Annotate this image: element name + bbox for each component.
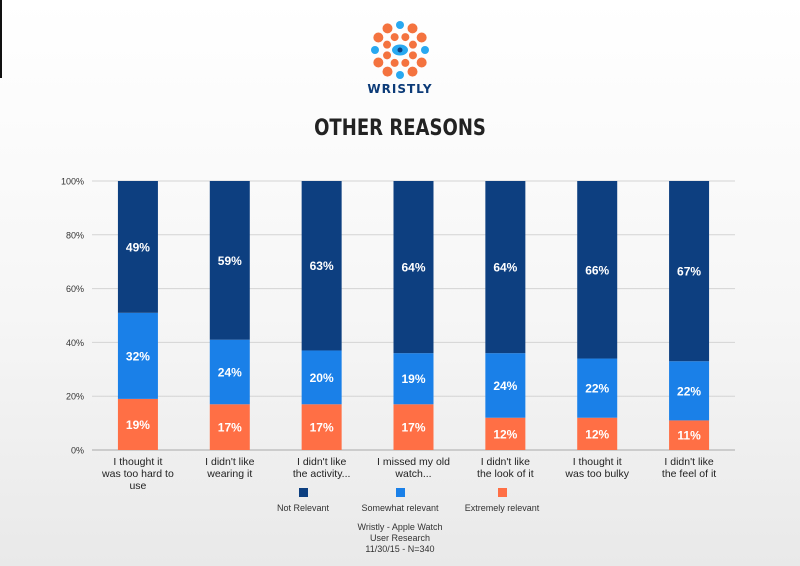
- logo-outer-dot: [421, 46, 429, 54]
- legend-swatch-extremely-relevant: [497, 488, 507, 497]
- data-label: 17%: [218, 421, 242, 435]
- bar-segment: [669, 420, 710, 450]
- logo-inner-dot: [390, 58, 399, 67]
- logo-outer-dot: [416, 32, 427, 43]
- data-label: 19%: [126, 418, 150, 432]
- logo-outer-dot: [382, 66, 393, 77]
- logo-outer-dot: [373, 57, 384, 68]
- bar-segment: [669, 181, 710, 362]
- logo-outer-dot: [396, 21, 404, 29]
- bar-segment: [393, 353, 434, 405]
- brand-name: WRISTLY: [367, 82, 433, 96]
- stacked-bar-chart: 0% 20% 40% 60% 80% 100% 19% 32% 49% I thought it w…: [61, 177, 735, 492]
- logo-outer-dot: [373, 32, 384, 43]
- x-category-label: I didn't like wearing it: [205, 456, 254, 480]
- logo-outer-dot: [416, 57, 427, 68]
- data-label: 64%: [401, 261, 425, 275]
- data-label: 59%: [218, 254, 242, 268]
- footer-line-2: User Research: [369, 533, 431, 543]
- logo-outer-dot: [407, 66, 418, 77]
- logo-inner-dot: [408, 51, 417, 60]
- logo-inner-dot: [408, 40, 417, 49]
- bar-segment: [485, 181, 526, 354]
- bar-segment: [209, 339, 250, 405]
- data-label: 64%: [493, 261, 517, 275]
- footer-line-3: 11/30/15 - N=340: [365, 544, 435, 554]
- data-label: 66%: [585, 263, 609, 277]
- legend-not-relevant: Not Relevant: [258, 488, 348, 513]
- y-tick-label: 40%: [66, 338, 84, 348]
- logo-outer-dot: [407, 23, 418, 34]
- wristly-logo-icon: [371, 21, 429, 79]
- legend-label-extremely-relevant: Extremely relevant: [464, 503, 540, 513]
- x-category-label: I thought it was too bulky: [564, 456, 629, 480]
- x-category-label: I didn't like the look of it: [477, 456, 534, 480]
- data-label: 63%: [310, 259, 334, 273]
- legend-label-not-relevant: Not Relevant: [276, 503, 330, 513]
- legend-somewhat-relevant: Somewhat relevant: [355, 488, 445, 513]
- logo-inner-dot: [383, 51, 392, 60]
- logo-inner-dot: [401, 58, 410, 67]
- logo-outer-dot: [396, 71, 404, 79]
- logo-inner-dot: [390, 33, 399, 42]
- chart-title: OTHER REASONS: [314, 116, 486, 141]
- bar-segment: [485, 417, 526, 450]
- bar-segment: [577, 181, 618, 359]
- bar-segment: [485, 353, 526, 418]
- legend-extremely-relevant: Extremely relevant: [452, 488, 552, 513]
- y-tick-label: 100%: [61, 177, 84, 187]
- x-category-label: I thought it was too hard to use: [101, 456, 174, 492]
- logo-outer-dot: [371, 46, 379, 54]
- x-category-label: I didn't like the feel of it: [662, 456, 716, 480]
- bar-segment: [117, 398, 158, 450]
- y-tick-label: 20%: [66, 392, 84, 402]
- x-category-label: I missed my old watch...: [377, 456, 450, 480]
- bar-segment: [577, 358, 618, 418]
- data-label: 11%: [677, 429, 701, 443]
- data-label: 67%: [677, 265, 701, 279]
- data-label: 19%: [401, 372, 425, 386]
- legend-label-somewhat-relevant: Somewhat relevant: [361, 503, 439, 513]
- bar-segment: [209, 181, 250, 340]
- bar-segment: [669, 361, 710, 421]
- data-label: 24%: [493, 379, 517, 393]
- data-label: 22%: [585, 382, 609, 396]
- bar-segment: [301, 350, 342, 405]
- chart-footer: Wristly - Apple Watch User Research 11/3…: [0, 522, 800, 555]
- y-tick-label: 80%: [66, 230, 84, 240]
- logo-inner-dot: [383, 40, 392, 49]
- data-label: 12%: [493, 427, 517, 441]
- chart-legend: Not Relevant Somewhat relevant Extremely…: [0, 488, 800, 518]
- legend-swatch-somewhat-relevant: [395, 488, 405, 497]
- legend-swatch-not-relevant: [298, 488, 308, 497]
- data-label: 32%: [126, 349, 150, 363]
- bar-segment: [577, 417, 618, 450]
- logo-outer-dot: [382, 23, 393, 34]
- data-label: 12%: [585, 427, 609, 441]
- bar-segment: [393, 181, 434, 354]
- bar-segment: [393, 404, 434, 450]
- footer-line-1: Wristly - Apple Watch: [357, 522, 443, 532]
- bar-segment: [301, 181, 342, 351]
- data-label: 20%: [310, 371, 334, 385]
- bar-segment: [301, 404, 342, 450]
- bar-segment: [117, 312, 158, 399]
- x-category-label: I didn't like the activity...: [293, 456, 351, 480]
- bar-segment: [209, 404, 250, 450]
- corner-mark: [0, 0, 2, 78]
- data-label: 24%: [218, 365, 242, 379]
- bar-segment: [117, 181, 158, 313]
- y-tick-label: 60%: [66, 284, 84, 294]
- logo-inner-dot: [401, 33, 410, 42]
- y-tick-label: 0%: [71, 446, 84, 456]
- data-label: 17%: [401, 421, 425, 435]
- data-label: 49%: [126, 240, 150, 254]
- logo-pupil: [397, 47, 403, 53]
- data-label: 22%: [677, 384, 701, 398]
- data-label: 17%: [310, 421, 334, 435]
